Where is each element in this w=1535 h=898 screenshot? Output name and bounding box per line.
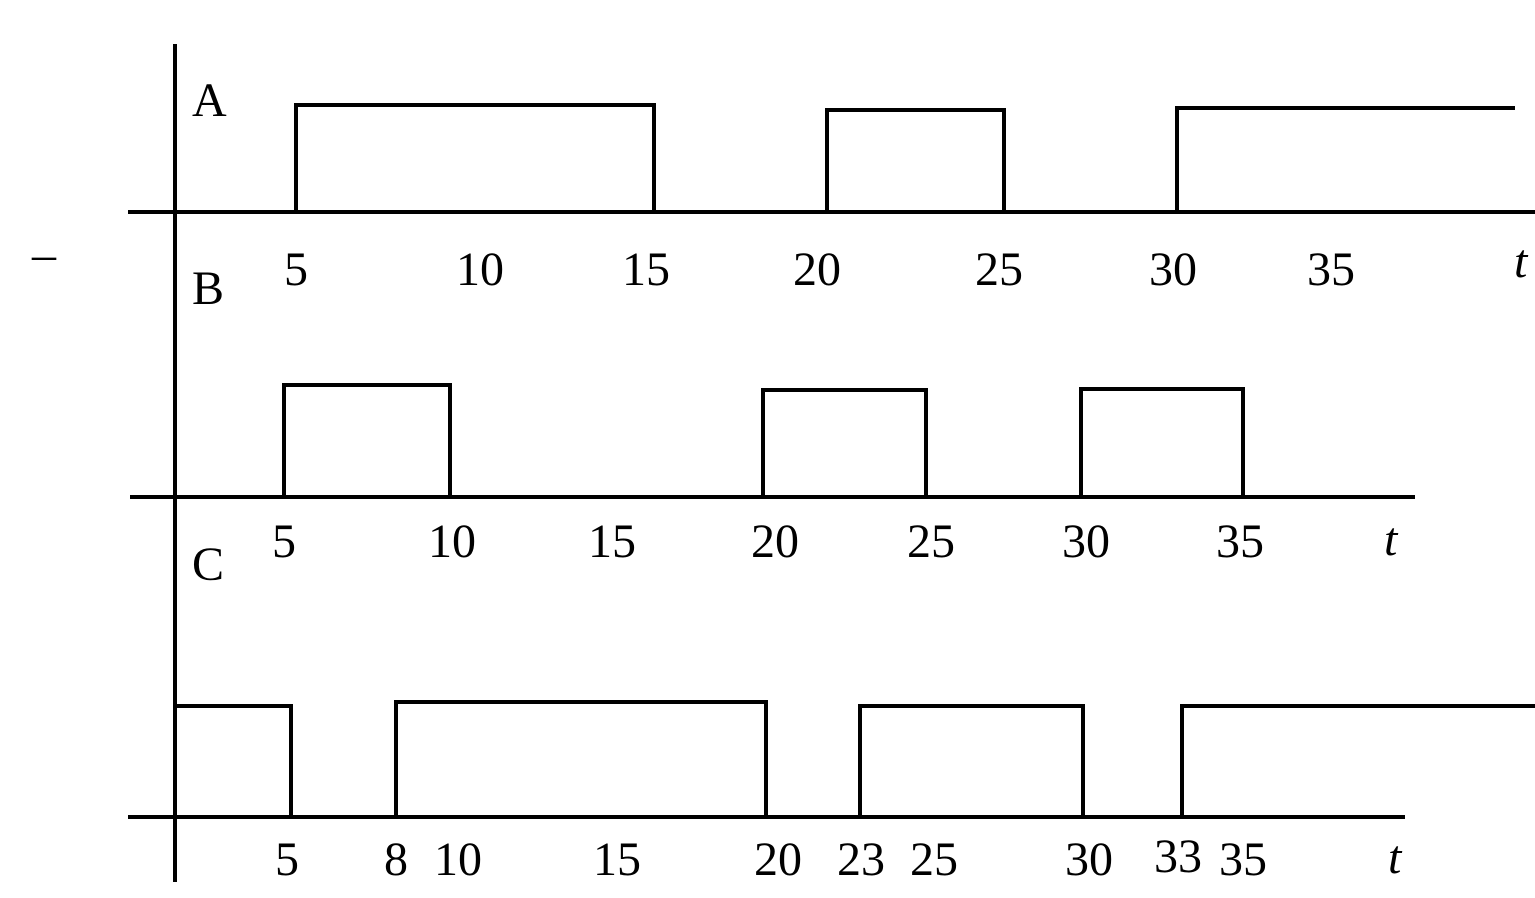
signal-c-waveform bbox=[175, 700, 1535, 817]
signal-a-tick: 35 bbox=[1307, 243, 1355, 296]
signal-b-tick: 30 bbox=[1062, 515, 1110, 568]
signal-a-waveform bbox=[294, 103, 1515, 212]
signal-a-tick: 5 bbox=[284, 243, 308, 296]
signal-a-tick: 20 bbox=[793, 243, 841, 296]
signal-b-tick: 20 bbox=[751, 515, 799, 568]
signal-c-tick: 25 bbox=[910, 833, 958, 886]
signal-b-tick: 35 bbox=[1216, 515, 1264, 568]
signal-c-tick: 10 bbox=[434, 833, 482, 886]
signal-b-tick: 10 bbox=[428, 515, 476, 568]
signal-c-tick: 8 bbox=[384, 833, 408, 886]
signal-a-tick: 25 bbox=[975, 243, 1023, 296]
signal-b-time-label: t bbox=[1384, 513, 1399, 566]
signal-b-waveform bbox=[282, 383, 1245, 497]
signal-c-tick: 35 bbox=[1219, 833, 1267, 886]
signal-c-tick: 23 bbox=[837, 833, 885, 886]
signal-a-tick: 10 bbox=[456, 243, 504, 296]
signal-a-tick: 30 bbox=[1149, 243, 1197, 296]
signal-a-time-label: t bbox=[1514, 235, 1529, 288]
signal-c-tick: 33 bbox=[1154, 830, 1202, 883]
signal-c-label: C bbox=[192, 538, 224, 591]
signal-a-tick: 15 bbox=[622, 243, 670, 296]
signal-b-tick: 25 bbox=[907, 515, 955, 568]
signal-c-time-label: t bbox=[1388, 831, 1403, 884]
side-mark: – bbox=[31, 228, 57, 281]
signal-a-label: A bbox=[192, 74, 227, 127]
signal-c-tick: 15 bbox=[593, 833, 641, 886]
signal-b-tick: 15 bbox=[588, 515, 636, 568]
signal-c-tick: 20 bbox=[754, 833, 802, 886]
signal-c-tick: 30 bbox=[1065, 833, 1113, 886]
signal-b-tick: 5 bbox=[272, 515, 296, 568]
signal-c-tick: 5 bbox=[275, 833, 299, 886]
signal-b-label: B bbox=[192, 262, 224, 315]
